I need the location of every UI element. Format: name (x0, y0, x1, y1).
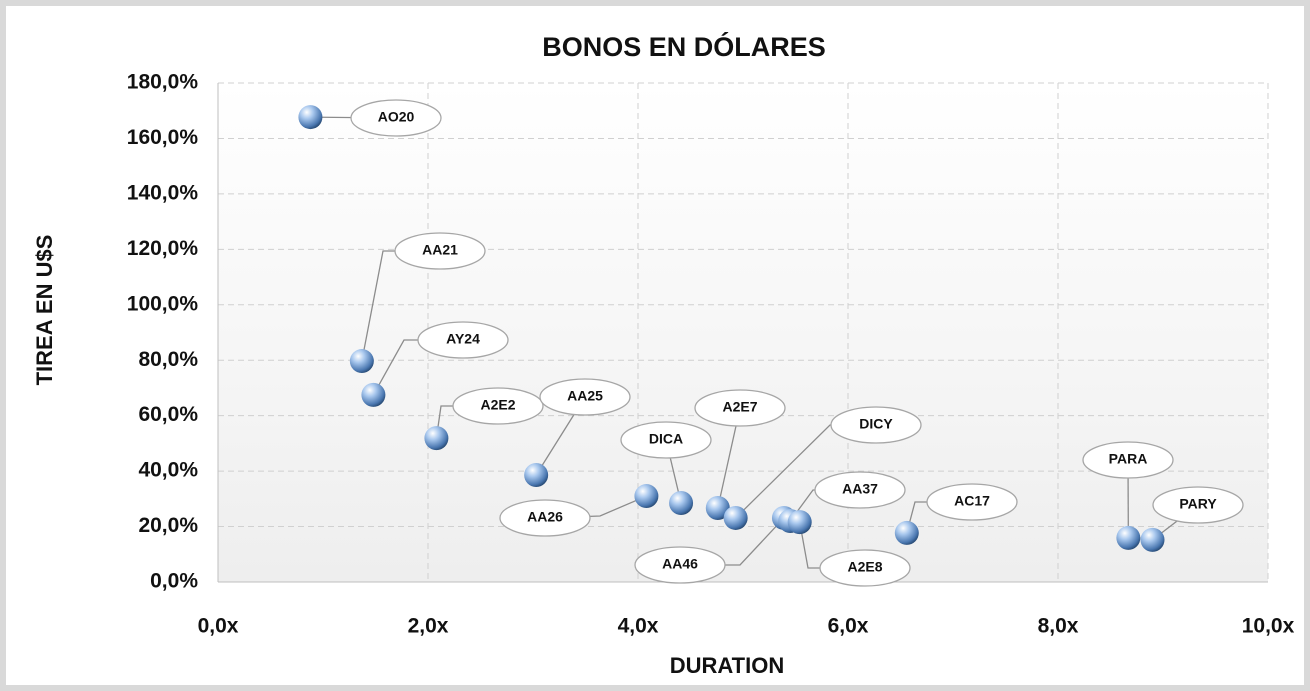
x-tick-label: 2,0x (408, 615, 449, 638)
y-tick-label: 80,0% (138, 348, 198, 371)
callout (634, 546, 726, 584)
callout (814, 471, 906, 509)
callout (452, 387, 544, 425)
point-label: A2E2 (480, 397, 515, 413)
y-tick-label: 60,0% (138, 403, 198, 426)
y-tick-label: 120,0% (127, 237, 199, 260)
y-tick-label: 160,0% (127, 126, 199, 149)
point-label: PARA (1109, 451, 1148, 467)
point (705, 495, 730, 520)
callout (819, 549, 911, 587)
y-tick-label: 20,0% (138, 514, 198, 537)
point-label: AA46 (662, 556, 698, 572)
point-label: PARY (1179, 496, 1217, 512)
callout (620, 421, 712, 459)
x-tick-label: 8,0x (1038, 615, 1079, 638)
callout (694, 389, 786, 427)
point-label: DICA (649, 431, 683, 447)
y-axis-label: TIREA EN U$S (32, 235, 57, 386)
callout (1082, 441, 1174, 479)
point-label: AA21 (422, 242, 458, 258)
callout (830, 406, 922, 444)
point (524, 462, 549, 487)
point (424, 426, 449, 451)
point (787, 510, 812, 535)
plot-area (218, 83, 1268, 582)
y-tick-label: 140,0% (127, 181, 199, 204)
point (361, 382, 386, 407)
callout (926, 483, 1018, 521)
point (1140, 527, 1165, 552)
callout (1152, 486, 1244, 524)
point-label: AA26 (527, 509, 563, 525)
y-tick-label: 180,0% (127, 71, 199, 94)
point (349, 349, 374, 374)
point-label: AY24 (446, 331, 480, 347)
point (723, 505, 748, 530)
y-tick-label: 100,0% (127, 292, 199, 315)
point (1116, 525, 1141, 550)
callout (417, 321, 509, 359)
x-tick-label: 6,0x (828, 615, 869, 638)
callout (499, 499, 591, 537)
x-tick-label: 0,0x (198, 615, 239, 638)
point-label: AC17 (954, 493, 990, 509)
point (894, 520, 919, 545)
x-tick-label: 10,0x (1242, 615, 1295, 638)
point (634, 484, 659, 509)
x-axis-label: DURATION (670, 653, 784, 678)
point-label: AO20 (378, 109, 415, 125)
point-label: A2E7 (722, 399, 757, 415)
x-tick-label: 4,0x (618, 615, 659, 638)
point (298, 105, 323, 130)
callout (350, 99, 442, 137)
callout (394, 232, 486, 270)
point-label: AA25 (567, 388, 603, 404)
y-tick-label: 40,0% (138, 459, 198, 482)
point-label: AA37 (842, 481, 878, 497)
point (669, 490, 694, 515)
chart-title: BONOS EN DÓLARES (542, 31, 826, 62)
y-tick-label: 0,0% (150, 570, 198, 593)
point-label: DICY (859, 416, 893, 432)
point-label: A2E8 (847, 559, 882, 575)
callout (539, 378, 631, 416)
